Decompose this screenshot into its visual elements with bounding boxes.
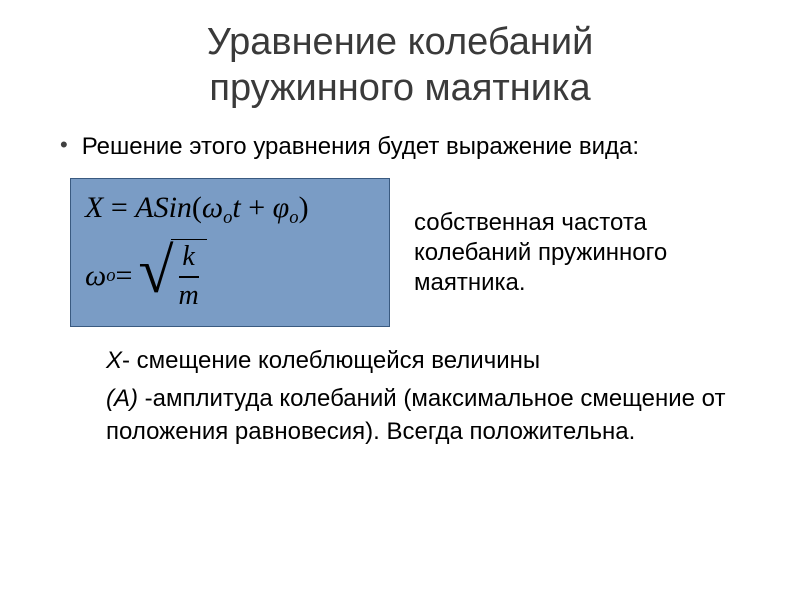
sqrt-wrap: √ k m [138,239,206,312]
def-x-symbol: X [106,347,122,374]
definition-x: X- смещение колеблющейся величины [106,345,750,377]
def-x-text: - смещение колеблющейся величины [122,347,540,374]
definitions: X- смещение колеблющейся величины (A) -а… [50,345,750,448]
side-description: собственная частота колебаний пружинного… [414,208,734,298]
def-a-symbol: (A) [106,385,138,412]
title-line-1: Уравнение колебаний [207,21,594,63]
eq1-t: t [232,191,240,224]
eq2-eq: = [115,259,132,293]
fraction-bar [179,276,199,278]
intro-row: • Решение этого уравнения будет выражени… [50,131,750,162]
formula-and-description: X = ASin(ωot + φo) ωo = √ k m собственна… [50,178,750,327]
title-line-2: пружинного маятника [209,67,590,109]
fraction: k m [171,239,207,312]
eq1-sin: Sin [154,191,192,224]
definition-a: (A) -амплитуда колебаний (максимальное с… [106,383,750,448]
eq1-sub-o1: o [223,207,232,228]
eq1-omega: ω [202,191,223,224]
eq1-phi: φ [273,191,290,224]
eq2-omega: ω [85,259,106,293]
def-a-text: -амплитуда колебаний (максимальное смеще… [106,385,726,444]
equation-2: ωo = √ k m [85,239,375,312]
equation-1: X = ASin(ωot + φo) [85,191,375,229]
bullet-icon: • [60,131,68,160]
eq1-open: ( [192,191,202,224]
slide-title: Уравнение колебаний пружинного маятника [50,20,750,111]
eq1-a: A [135,191,153,224]
eq1-x: X [85,191,103,224]
radical-icon: √ [138,242,173,315]
eq1-eq: = [103,191,135,224]
eq1-close: ) [299,191,309,224]
formula-box: X = ASin(ωot + φo) ωo = √ k m [70,178,390,327]
eq1-plus: + [241,191,273,224]
fraction-numerator: k [182,243,194,275]
eq1-sub-o2: o [289,207,298,228]
fraction-denominator: m [179,279,199,310]
intro-text: Решение этого уравнения будет выражение … [82,131,639,162]
eq2-sub-o: o [106,265,115,287]
